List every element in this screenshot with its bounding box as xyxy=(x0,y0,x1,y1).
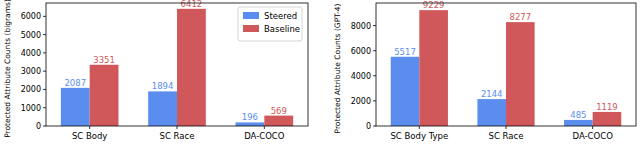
y-tick xyxy=(373,100,376,101)
x-tick xyxy=(89,126,90,129)
bar xyxy=(391,57,420,126)
chart: 5517 2144 485 9229 8277 1119 0 2000 4000 6000 8000… xyxy=(333,0,636,141)
legend-label: Steered xyxy=(264,11,297,21)
data-label: 2087 xyxy=(64,78,86,88)
bar xyxy=(236,122,265,126)
bars xyxy=(391,10,622,126)
x-tick-label: DA-COCO xyxy=(244,131,285,141)
y-tick xyxy=(43,34,46,35)
x-tick xyxy=(177,126,178,129)
data-label: 9229 xyxy=(423,0,445,10)
y-tick-label: 6000 xyxy=(351,47,371,56)
y-tick xyxy=(43,16,46,17)
x-tick-label: SC Body Type xyxy=(390,131,448,141)
bar xyxy=(177,9,206,126)
data-label: 569 xyxy=(271,106,287,116)
axes-frame xyxy=(46,3,308,126)
legend-label: Baseline xyxy=(264,24,300,34)
data-label: 3351 xyxy=(93,55,115,65)
data-label: 1119 xyxy=(596,102,618,112)
y-tick-label: 0 xyxy=(36,122,41,131)
y-tick xyxy=(43,107,46,108)
bar xyxy=(148,91,177,126)
chart: 2087 1894 196 3351 6412 569 0 1000 2000 3000 4000 5… xyxy=(3,0,308,141)
bar xyxy=(61,88,90,126)
y-tick-label: 3000 xyxy=(21,67,41,76)
y-tick xyxy=(373,25,376,26)
y-tick xyxy=(43,71,46,72)
data-label: 196 xyxy=(242,112,258,122)
y-tick-label: 6000 xyxy=(21,12,41,21)
y-tick xyxy=(373,50,376,51)
bar xyxy=(593,112,622,126)
y-axis-label: Protected Attribute Counts (GPT-4) xyxy=(333,3,342,133)
data-label: 5517 xyxy=(394,47,416,57)
data-label: 2144 xyxy=(481,89,503,99)
figure: 2087189419633516412569010002000300040005… xyxy=(0,0,640,148)
y-tick-label: 5000 xyxy=(21,31,41,40)
bar xyxy=(477,99,506,126)
bar xyxy=(264,116,293,126)
legend: Steered Baseline xyxy=(238,7,302,41)
x-tick xyxy=(592,126,593,129)
y-tick-label: 1000 xyxy=(21,104,41,113)
bar xyxy=(506,22,535,126)
y-axis-label: Protected Attribute Counts (bigrams) xyxy=(3,0,12,138)
y-tick xyxy=(43,89,46,90)
y-tick-label: 4000 xyxy=(21,49,41,58)
x-tick-label: DA-COCO xyxy=(572,131,613,141)
data-label: 6412 xyxy=(181,0,203,9)
bar xyxy=(90,65,119,126)
x-tick-label: SC Body xyxy=(72,131,108,141)
y-tick-label: 4000 xyxy=(351,72,371,81)
y-tick-label: 0 xyxy=(366,122,371,131)
y-tick xyxy=(373,75,376,76)
x-tick-label: SC Race xyxy=(489,131,524,141)
legend-swatch xyxy=(243,25,259,32)
x-tick xyxy=(264,126,265,129)
data-label: 485 xyxy=(570,110,586,120)
bar xyxy=(564,120,593,126)
x-tick xyxy=(419,126,420,129)
legend-swatch xyxy=(243,12,259,19)
y-tick-label: 2000 xyxy=(351,97,371,106)
bars xyxy=(61,9,293,126)
x-tick xyxy=(506,126,507,129)
bar xyxy=(419,10,448,126)
legend-box xyxy=(238,7,302,41)
axes-frame xyxy=(376,3,636,126)
y-tick-label: 2000 xyxy=(21,85,41,94)
y-tick-label: 8000 xyxy=(351,22,371,31)
y-tick xyxy=(373,126,376,127)
data-label: 8277 xyxy=(509,12,531,22)
data-label: 1894 xyxy=(152,81,174,91)
x-tick-label: SC Race xyxy=(160,131,195,141)
y-tick xyxy=(43,126,46,127)
y-tick xyxy=(43,52,46,53)
